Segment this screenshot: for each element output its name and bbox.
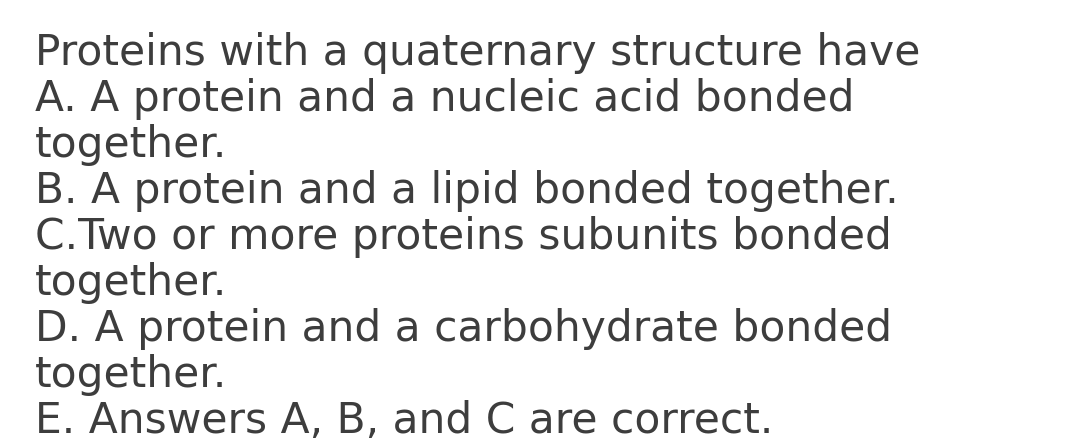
Text: Proteins with a quaternary structure have: Proteins with a quaternary structure hav… bbox=[35, 32, 920, 74]
Text: C.Two or more proteins subunits bonded: C.Two or more proteins subunits bonded bbox=[35, 216, 892, 258]
Text: D. A protein and a carbohydrate bonded: D. A protein and a carbohydrate bonded bbox=[35, 308, 892, 350]
Text: together.: together. bbox=[35, 262, 228, 304]
Text: A. A protein and a nucleic acid bonded: A. A protein and a nucleic acid bonded bbox=[35, 78, 854, 120]
Text: together.: together. bbox=[35, 124, 228, 166]
Text: E. Answers A, B, and C are correct.: E. Answers A, B, and C are correct. bbox=[35, 400, 773, 442]
Text: B. A protein and a lipid bonded together.: B. A protein and a lipid bonded together… bbox=[35, 170, 899, 212]
Text: together.: together. bbox=[35, 354, 228, 396]
